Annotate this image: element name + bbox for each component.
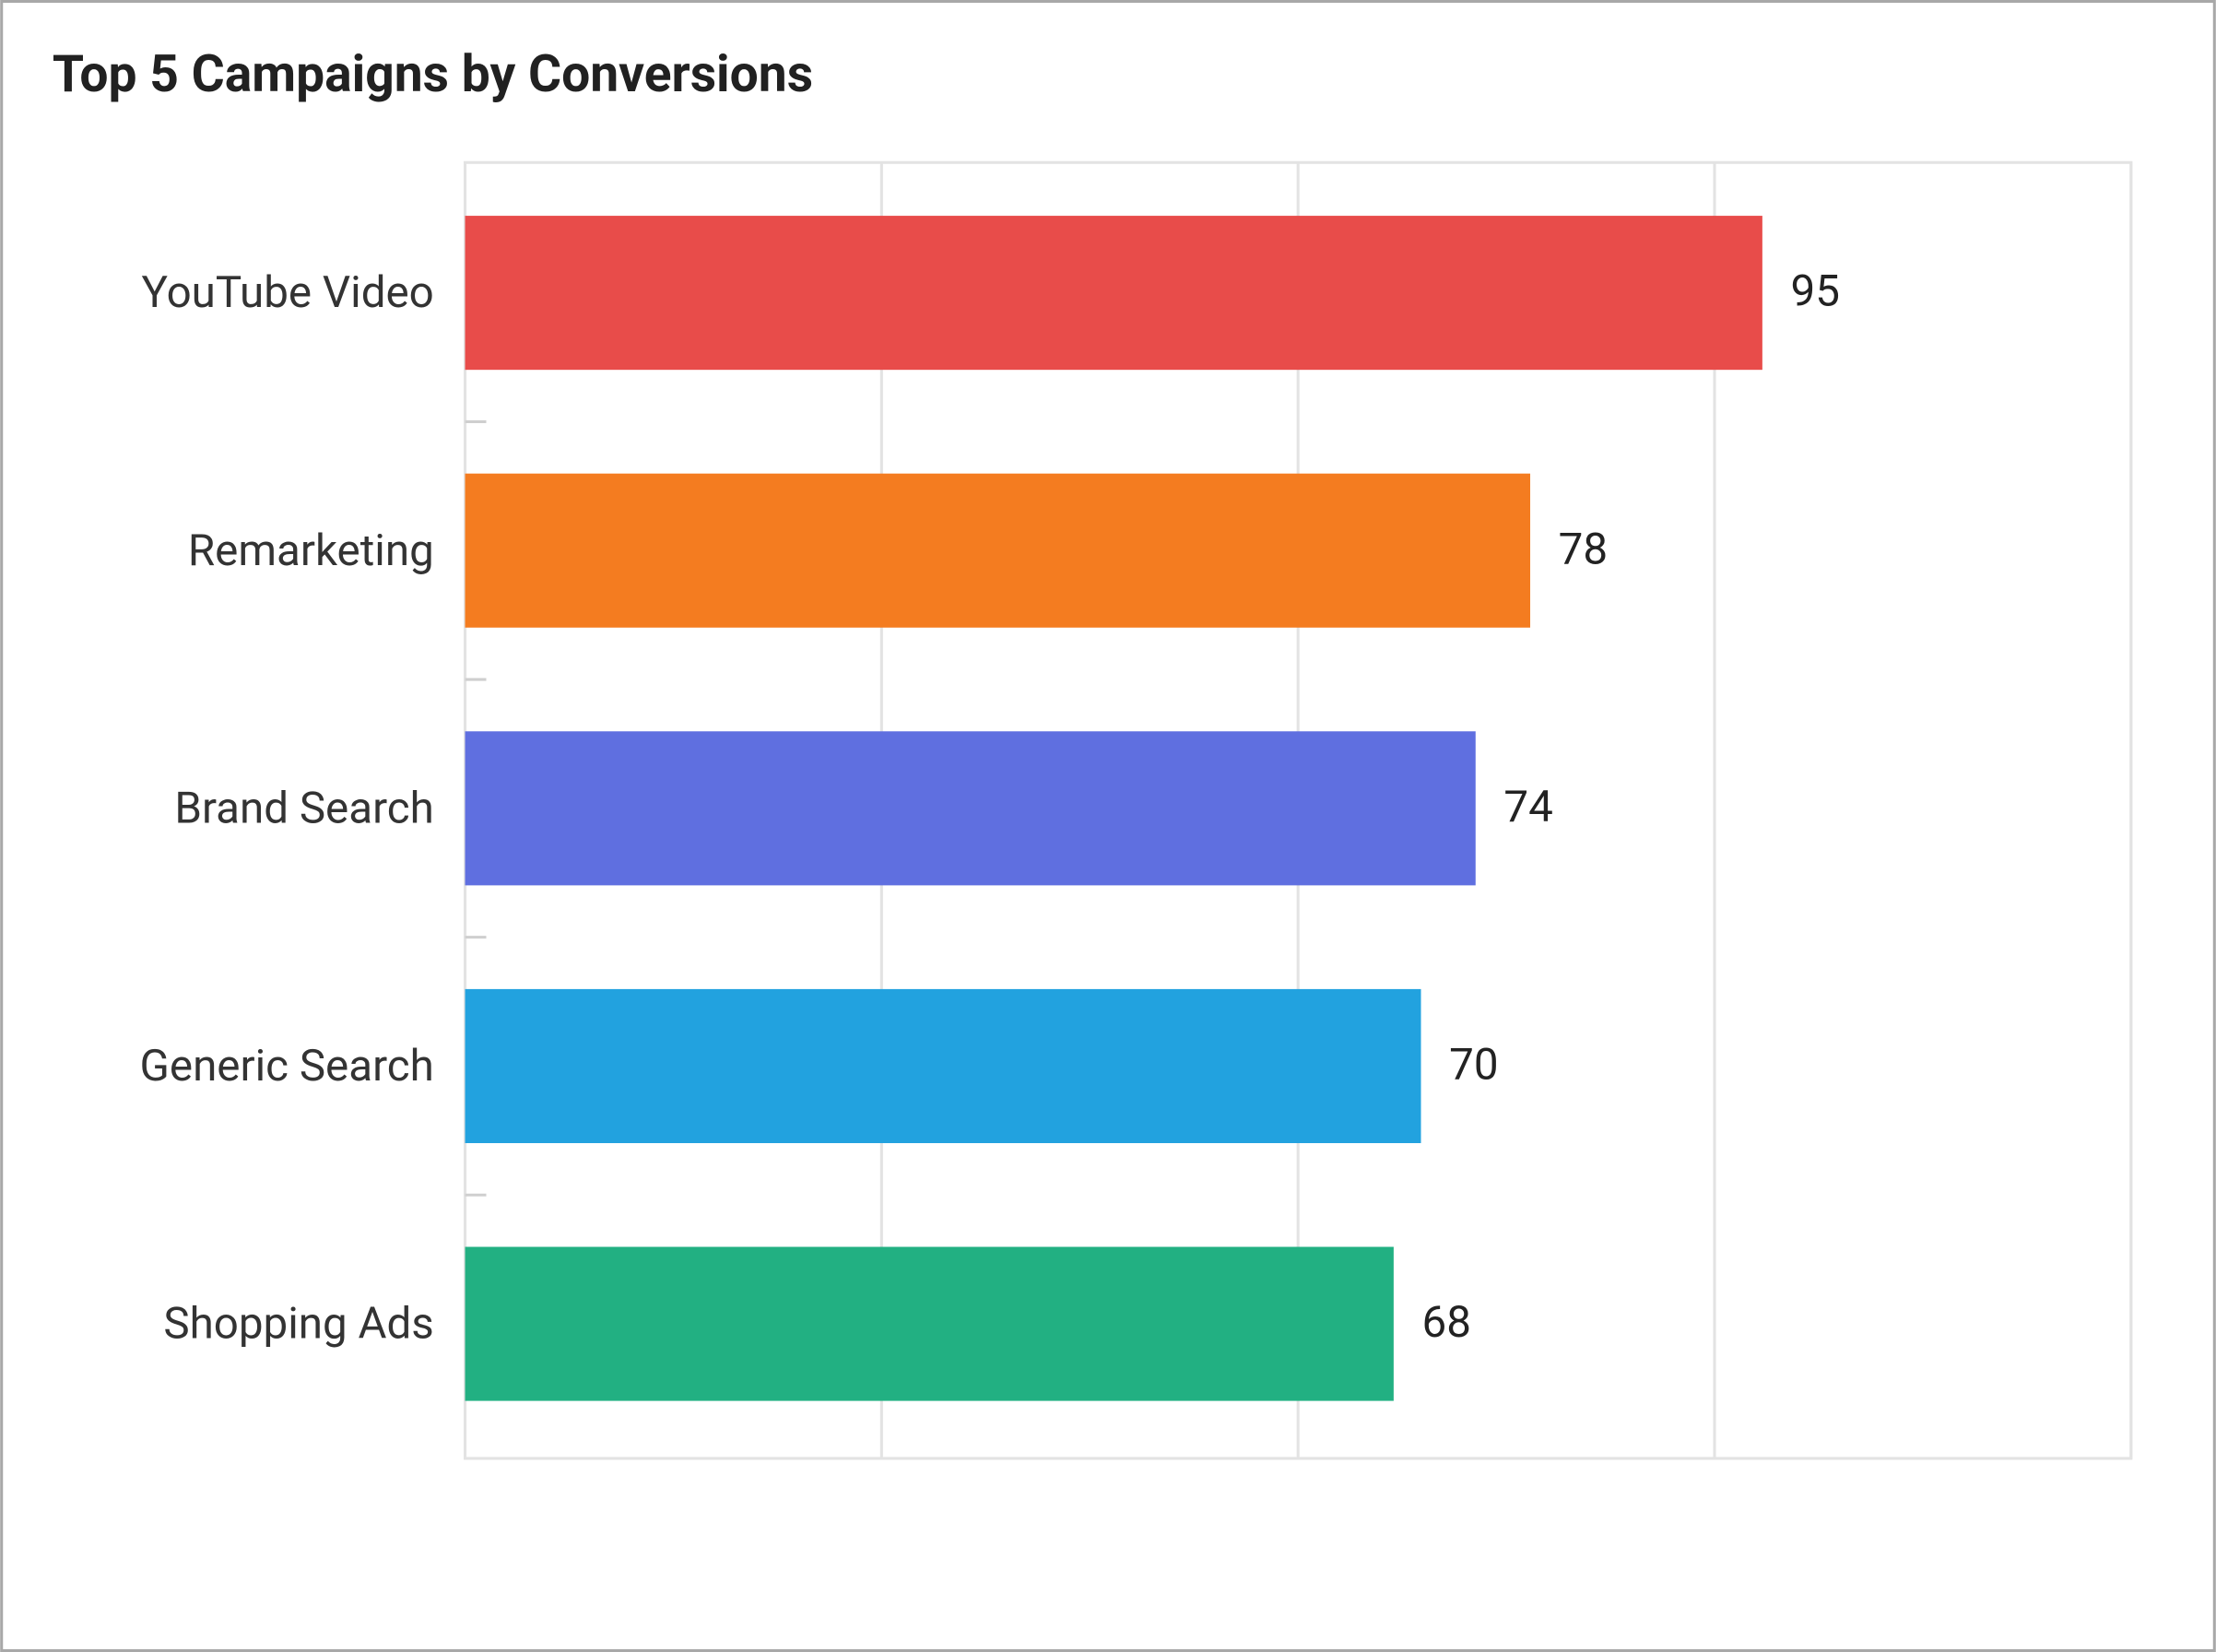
chart-title: Top 5 Campaigns by Conversions bbox=[53, 45, 813, 104]
value-label: 68 bbox=[1422, 1296, 1471, 1348]
y-tick-label: YouTube Video bbox=[142, 266, 434, 318]
value-label: 74 bbox=[1503, 781, 1552, 832]
y-tick-label: Shopping Ads bbox=[163, 1298, 433, 1350]
value-label: 95 bbox=[1791, 266, 1840, 317]
value-label: 78 bbox=[1559, 523, 1608, 574]
y-tick-label: Remarketing bbox=[188, 525, 434, 576]
y-tick-label: Brand Search bbox=[174, 782, 433, 833]
bar bbox=[465, 216, 1762, 371]
value-label: 70 bbox=[1449, 1039, 1498, 1091]
bar bbox=[465, 1246, 1394, 1401]
bar bbox=[465, 473, 1531, 628]
bar bbox=[465, 988, 1421, 1143]
y-tick-label: Generic Search bbox=[140, 1040, 434, 1092]
bar bbox=[465, 731, 1476, 886]
